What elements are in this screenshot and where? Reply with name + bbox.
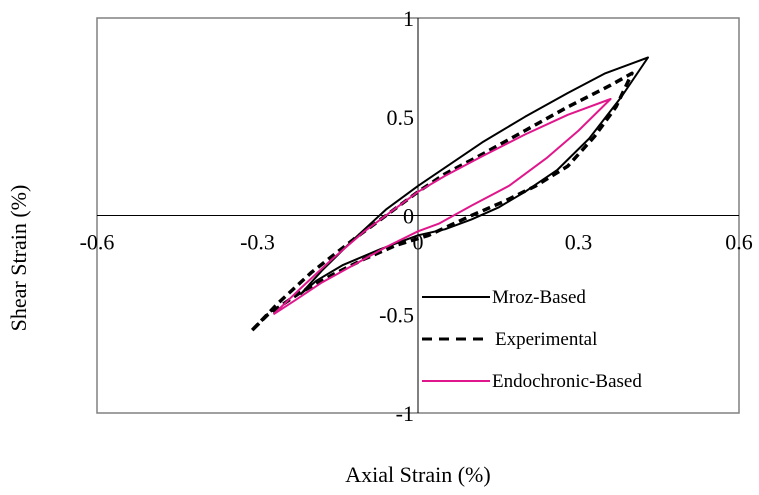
y-tick-label: 0: [403, 204, 414, 229]
series-line-endochronic-based: [272, 98, 612, 316]
y-tick-label: -1: [396, 401, 414, 426]
y-tick-label: 0.5: [387, 105, 415, 130]
y-tick-label: -0.5: [379, 302, 414, 327]
legend-label-experimental: Experimental: [495, 329, 597, 350]
x-tick-label: -0.6: [80, 230, 115, 255]
x-tick-label: 0: [413, 230, 424, 255]
series-group: [250, 56, 649, 332]
y-axis-ticks: 1 0.5 0 -0.5 -1: [379, 6, 414, 426]
x-axis-title: Axial Strain (%): [345, 462, 490, 487]
x-tick-label: -0.3: [240, 230, 275, 255]
legend: Mroz-Based Experimental Endochronic-Base…: [422, 287, 642, 392]
legend-label-mroz: Mroz-Based: [492, 287, 586, 308]
legend-label-endochronic: Endochronic-Based: [492, 371, 642, 392]
x-tick-label: 0.6: [725, 230, 753, 255]
y-axis-title: Shear Strain (%): [6, 185, 31, 332]
y-tick-label: 1: [403, 6, 414, 31]
x-axis-ticks: -0.6 -0.3 0 0.3 0.6: [80, 230, 753, 255]
x-tick-label: 0.3: [565, 230, 593, 255]
